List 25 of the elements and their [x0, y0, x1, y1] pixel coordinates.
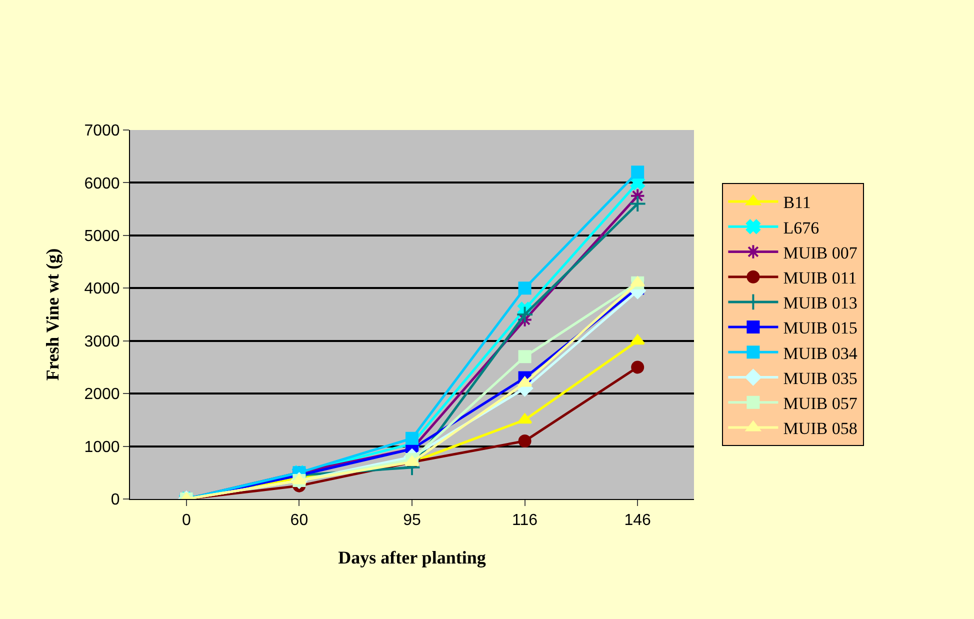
y-axis-title: Fresh Vine wt (g) — [42, 248, 62, 381]
legend-label: MUIB 007 — [783, 243, 858, 262]
legend-label: MUIB 058 — [783, 419, 858, 438]
y-tick-label: 5000 — [84, 228, 120, 246]
y-tick-label: 3000 — [84, 333, 120, 350]
x-axis-title: Days after planting — [338, 547, 486, 568]
legend-label: MUIB 057 — [783, 394, 858, 413]
legend-label: MUIB 035 — [783, 368, 858, 388]
legend-label: MUIB 011 — [783, 268, 857, 288]
y-tick-label: 4000 — [84, 280, 120, 298]
y-tick-label: 0 — [110, 492, 120, 509]
x-tick-label: 146 — [624, 512, 652, 530]
y-tick-label: 7000 — [84, 122, 120, 140]
legend-label: L676 — [783, 218, 820, 238]
x-tick-label: 95 — [403, 512, 421, 530]
legend-label: MUIB 015 — [783, 318, 858, 338]
y-tick-label: 2000 — [84, 386, 120, 404]
x-tick-label: 0 — [182, 512, 191, 530]
y-tick-label: 1000 — [84, 438, 120, 456]
y-tick-label: 6000 — [84, 175, 120, 192]
legend-label: B11 — [783, 193, 811, 212]
x-tick-label: 60 — [290, 512, 308, 530]
x-tick-label: 116 — [512, 512, 538, 530]
legend-label: MUIB 034 — [783, 344, 858, 363]
legend-label: MUIB 013 — [783, 294, 858, 313]
